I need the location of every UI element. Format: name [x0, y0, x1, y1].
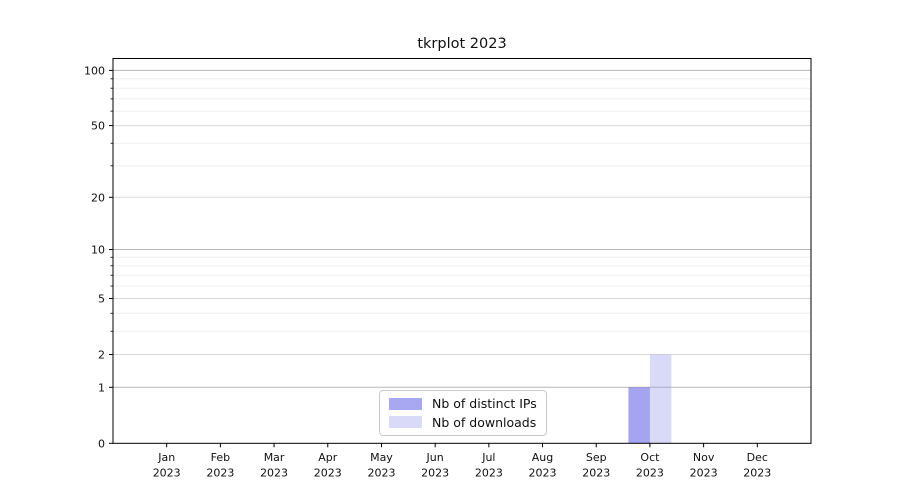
x-axis-tick-label: Jul 2023	[475, 451, 503, 480]
bar-nb-of-distinct-ips-oct-2023	[628, 387, 650, 444]
legend-item-distinct-ips: Nb of distinct IPs	[389, 396, 537, 412]
legend-item-downloads: Nb of downloads	[389, 415, 537, 431]
y-axis-tick-label: 10	[91, 244, 105, 257]
y-axis-tick-label: 50	[91, 120, 105, 133]
x-axis-tick-label: Jan 2023	[153, 451, 181, 480]
plot-frame	[112, 58, 812, 444]
legend: Nb of distinct IPs Nb of downloads	[379, 390, 547, 437]
x-axis-tick-label: Dec 2023	[743, 451, 771, 480]
x-axis-tick-label: Mar 2023	[260, 451, 288, 480]
legend-swatch-distinct-ips	[389, 397, 422, 410]
y-axis-tick-label: 1	[98, 381, 105, 394]
chart-title: tkrplot 2023	[417, 36, 507, 52]
legend-swatch-downloads	[389, 416, 422, 429]
bar-nb-of-downloads-oct-2023	[649, 354, 672, 444]
x-axis-tick-label: Oct 2023	[636, 451, 664, 480]
x-axis-tick-label: Feb 2023	[206, 451, 234, 480]
y-axis-tick-label: 20	[91, 191, 105, 204]
x-axis-tick-label: Aug 2023	[529, 451, 557, 480]
y-axis-tick-label: 2	[98, 349, 105, 362]
y-axis-tick-label: 0	[98, 437, 105, 450]
y-axis-tick-label: 5	[98, 293, 105, 306]
legend-label-downloads: Nb of downloads	[432, 414, 537, 430]
x-axis-tick-label: May 2023	[367, 451, 395, 480]
legend-label-distinct-ips: Nb of distinct IPs	[432, 396, 537, 411]
x-axis-tick-label: Sep 2023	[582, 451, 610, 480]
x-axis-tick-label: Jun 2023	[421, 451, 449, 480]
y-axis-tick-label: 100	[84, 64, 105, 77]
x-axis-tick-label: Nov 2023	[690, 451, 718, 480]
x-axis-tick-label: Apr 2023	[314, 451, 342, 480]
